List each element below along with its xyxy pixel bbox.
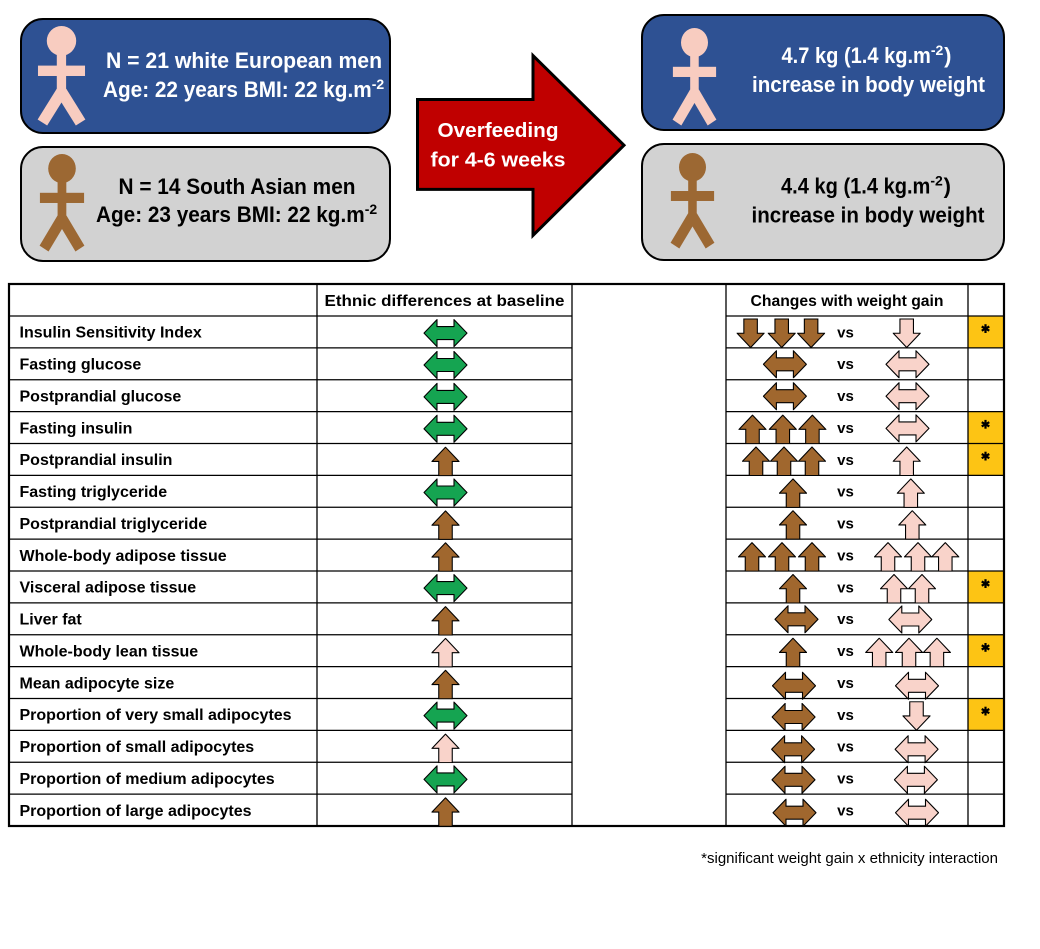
svg-text:vs: vs (837, 516, 854, 533)
svg-text:-2: -2 (930, 172, 943, 188)
svg-text:Ethnic differences at baseline: Ethnic differences at baseline (325, 293, 565, 310)
svg-text:Fasting glucose: Fasting glucose (20, 357, 142, 374)
svg-text:vs: vs (837, 675, 854, 692)
svg-text:Mean adipocyte size: Mean adipocyte size (20, 675, 175, 692)
svg-text:vs: vs (837, 771, 854, 788)
svg-text:Fasting insulin: Fasting insulin (20, 420, 133, 437)
svg-text:increase in body weight: increase in body weight (752, 202, 986, 227)
svg-text:Postprandial insulin: Postprandial insulin (20, 452, 173, 469)
svg-text:Proportion of medium adipocyte: Proportion of medium adipocytes (20, 771, 275, 788)
svg-text:4.4 kg (1.4 kg.m: 4.4 kg (1.4 kg.m (781, 173, 930, 198)
svg-text:vs: vs (837, 547, 854, 564)
svg-text:Fasting triglyceride: Fasting triglyceride (20, 484, 168, 501)
svg-text:vs: vs (837, 579, 854, 596)
svg-text:vs: vs (837, 356, 854, 373)
svg-text:Postprandial triglyceride: Postprandial triglyceride (20, 516, 208, 533)
svg-text:Age: 23 years BMI: 22 kg.m: Age: 23 years BMI: 22 kg.m (96, 202, 365, 227)
svg-text:vs: vs (837, 611, 854, 628)
svg-text:): ) (944, 173, 951, 198)
svg-text:Age: 22 years BMI: 22 kg.m: Age: 22 years BMI: 22 kg.m (103, 77, 372, 102)
svg-text:N = 21 white European men: N = 21 white European men (106, 48, 382, 73)
svg-text:-2: -2 (372, 76, 385, 92)
svg-text:-2: -2 (931, 42, 944, 58)
svg-text:Liver fat: Liver fat (20, 612, 83, 629)
svg-text:Postprandial glucose: Postprandial glucose (20, 388, 182, 405)
svg-text:increase in body weight: increase in body weight (752, 72, 986, 97)
svg-text:Whole-body lean tissue: Whole-body lean tissue (20, 643, 199, 660)
svg-text:vs: vs (837, 707, 854, 724)
svg-text:Proportion of small adipocytes: Proportion of small adipocytes (20, 739, 255, 756)
svg-text:Whole-body adipose tissue: Whole-body adipose tissue (20, 548, 227, 565)
svg-text:N = 14 South Asian men: N = 14 South Asian men (119, 174, 356, 199)
svg-text:for 4-6 weeks: for 4-6 weeks (431, 150, 566, 172)
svg-text:vs: vs (837, 802, 854, 819)
svg-text:Overfeeding: Overfeeding (438, 120, 559, 142)
svg-text:Proportion of very small adipo: Proportion of very small adipocytes (20, 707, 292, 724)
svg-text:Visceral adipose tissue: Visceral adipose tissue (20, 580, 197, 597)
svg-text:vs: vs (837, 643, 854, 660)
svg-text:vs: vs (837, 484, 854, 501)
svg-text:Insulin Sensitivity Index: Insulin Sensitivity Index (20, 325, 202, 342)
svg-text:vs: vs (837, 452, 854, 469)
svg-text:vs: vs (837, 324, 854, 341)
svg-text:vs: vs (837, 388, 854, 405)
svg-text:vs: vs (837, 739, 854, 756)
svg-text:-2: -2 (365, 201, 378, 217)
svg-text:4.7 kg (1.4 kg.m: 4.7 kg (1.4 kg.m (782, 43, 931, 68)
svg-text:Proportion of large adipocytes: Proportion of large adipocytes (20, 803, 252, 820)
svg-text:*significant weight gain x eth: *significant weight gain x ethnicity int… (701, 850, 998, 867)
svg-text:vs: vs (837, 420, 854, 437)
svg-text:): ) (944, 43, 951, 68)
svg-text:Changes with weight gain: Changes with weight gain (751, 293, 944, 310)
